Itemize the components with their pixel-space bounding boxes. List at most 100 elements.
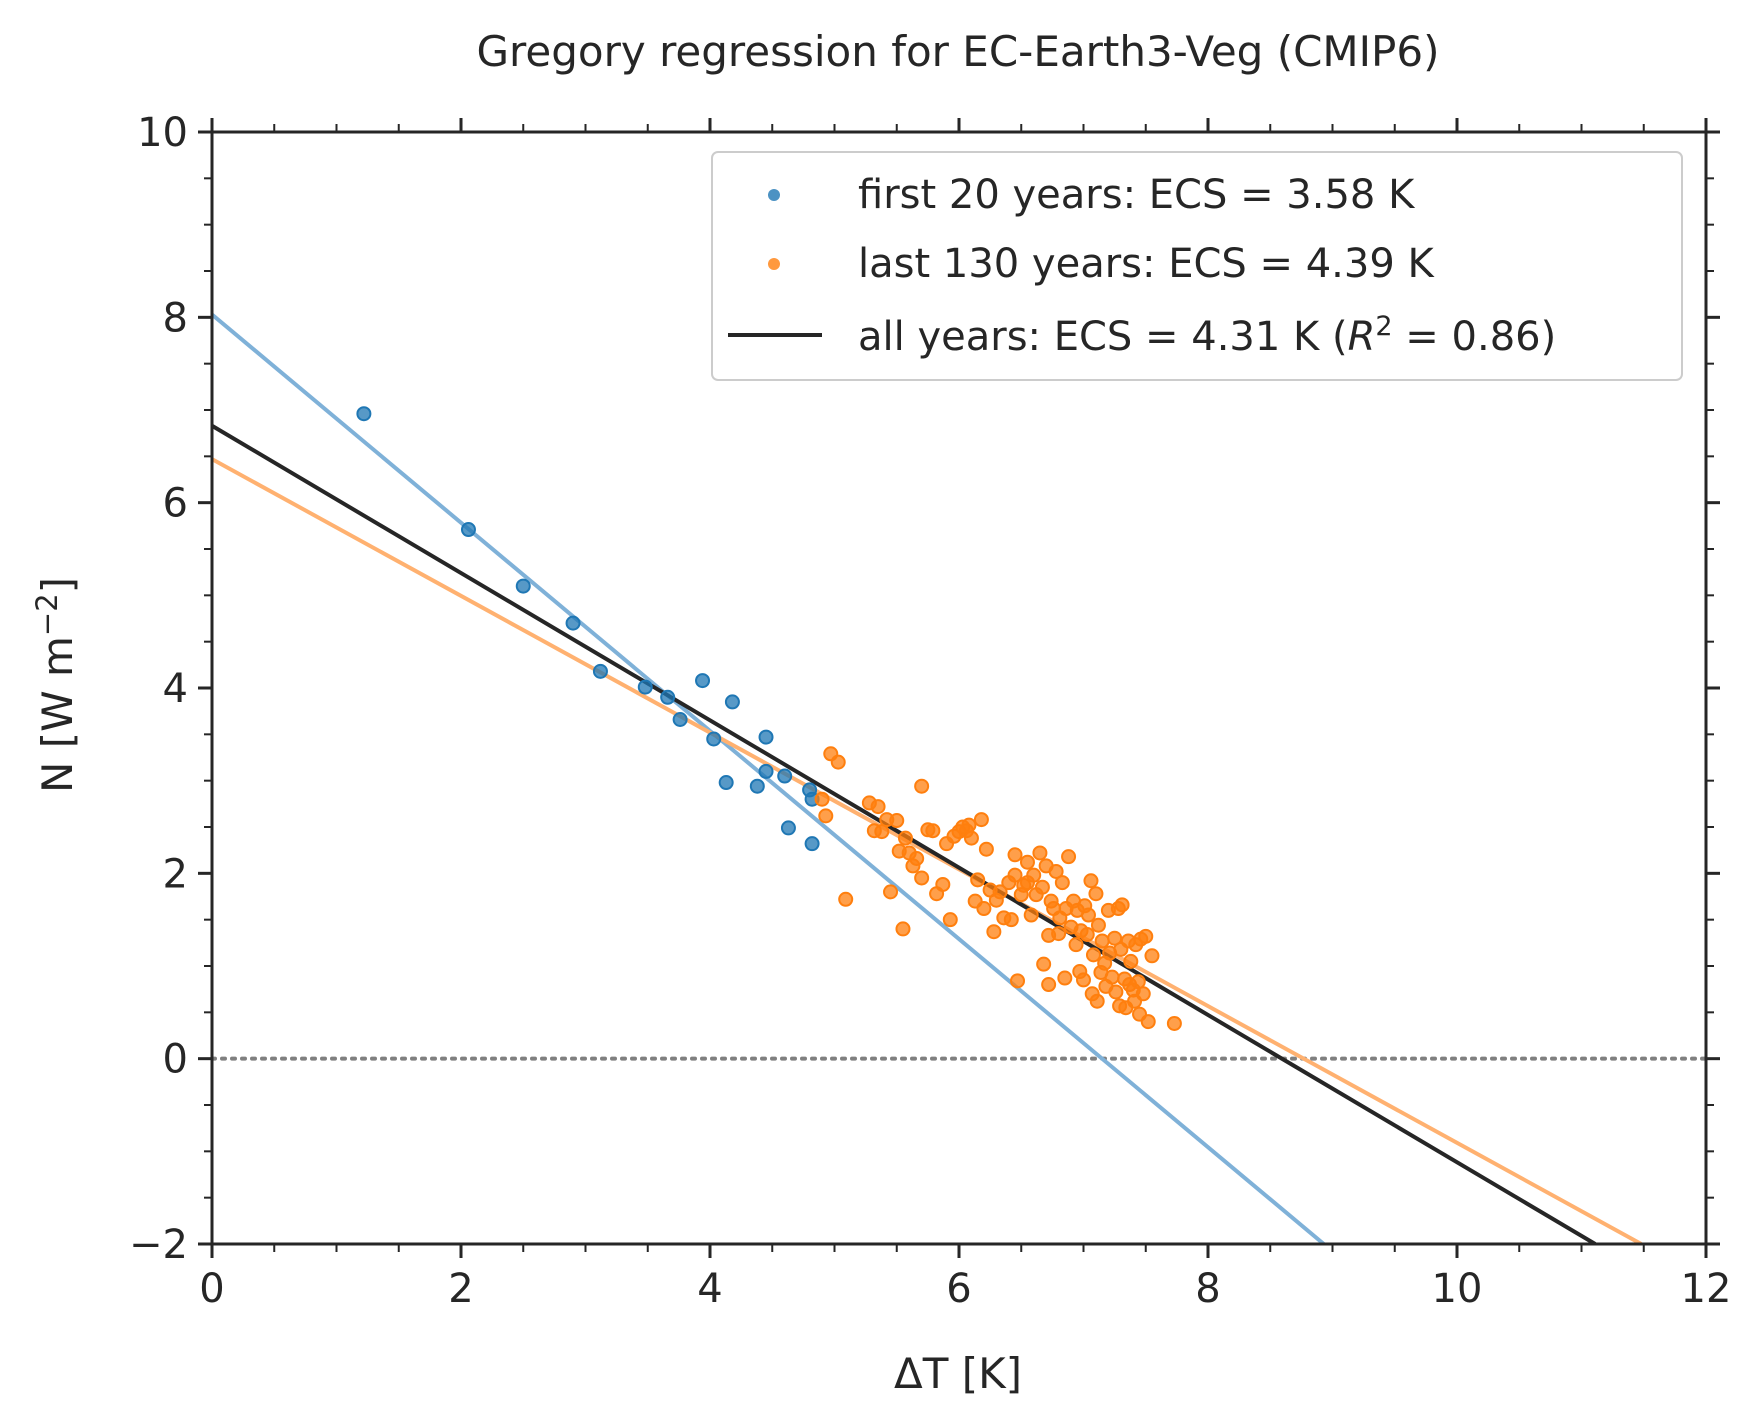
x-axis-label: ΔT [K] xyxy=(894,1349,1022,1398)
point-last-130-13 xyxy=(895,921,911,937)
point-last-130-55 xyxy=(1034,879,1050,895)
y-tick-label: 10 xyxy=(137,110,188,156)
point-first-20-10 xyxy=(718,775,734,791)
point-last-130-33 xyxy=(970,872,986,888)
legend-label-first-20: first 20 years: ECS = 3.58 K xyxy=(858,172,1416,218)
point-last-130-4 xyxy=(838,891,854,907)
legend-label-all-years-sup: 2 xyxy=(1375,311,1392,342)
point-last-130-21 xyxy=(925,823,941,839)
point-last-130-44 xyxy=(1007,847,1023,863)
point-last-130-11 xyxy=(889,813,905,829)
x-tick-label: 12 xyxy=(1681,1266,1732,1312)
point-first-20-6 xyxy=(660,689,676,705)
point-last-130-110 xyxy=(1138,928,1154,944)
legend-entry-last-130: last 130 years: ECS = 4.39 K xyxy=(768,241,1436,287)
y-tick-label: 6 xyxy=(163,481,188,527)
point-last-130-31 xyxy=(963,830,979,846)
point-last-130-49 xyxy=(1019,854,1035,870)
point-last-130-86 xyxy=(1094,933,1110,949)
legend-label-all-years-math: R xyxy=(1348,314,1376,360)
point-first-20-8 xyxy=(695,673,711,689)
point-last-130-8 xyxy=(874,824,890,840)
point-last-130-63 xyxy=(1051,926,1067,942)
legend-label-all-years: all years: ECS = 4.31 K (R2 = 0.86) xyxy=(858,311,1556,360)
point-last-130-97 xyxy=(1114,897,1130,913)
x-tick-label: 6 xyxy=(946,1266,971,1312)
legend-marker-first-20 xyxy=(768,189,780,201)
point-last-130-84 xyxy=(1090,917,1106,933)
point-last-130-91 xyxy=(1104,969,1120,985)
point-last-130-38 xyxy=(986,924,1002,940)
point-last-130-17 xyxy=(909,851,925,867)
point-last-130-113 xyxy=(1166,1015,1182,1031)
point-last-130-30 xyxy=(961,817,977,833)
point-last-130-7 xyxy=(870,799,886,815)
legend-label-last-130: last 130 years: ECS = 4.39 K xyxy=(858,241,1436,287)
point-last-130-79 xyxy=(1083,873,1099,889)
point-last-130-111 xyxy=(1140,1014,1156,1030)
point-last-130-106 xyxy=(1130,974,1146,990)
point-first-20-13 xyxy=(758,729,774,745)
point-last-130-25 xyxy=(942,912,958,928)
legend-label-all-years-text: all years: ECS = 4.31 K ( xyxy=(858,314,1348,360)
point-first-20-7 xyxy=(672,712,688,728)
point-last-130-10 xyxy=(883,884,899,900)
point-first-20-16 xyxy=(780,820,796,836)
point-last-130-43 xyxy=(1003,912,1019,928)
chart-title: Gregory regression for EC-Earth3-Veg (CM… xyxy=(477,27,1440,76)
y-tick-label: 0 xyxy=(163,1037,188,1083)
point-last-130-46 xyxy=(1010,973,1026,989)
y-axis-label: N [W m−2] xyxy=(30,577,82,793)
point-first-20-15 xyxy=(777,768,793,784)
point-first-20-3 xyxy=(565,615,581,631)
point-last-130-78 xyxy=(1080,907,1096,923)
point-last-130-54 xyxy=(1032,845,1048,861)
point-first-20-19 xyxy=(804,836,820,852)
point-last-130-65 xyxy=(1054,875,1070,891)
point-first-20-9 xyxy=(706,731,722,747)
scatter-points xyxy=(356,406,1182,1031)
legend-box xyxy=(711,151,1683,381)
point-last-130-51 xyxy=(1023,907,1039,923)
point-last-130-93 xyxy=(1108,984,1124,1000)
point-last-130-81 xyxy=(1085,947,1101,963)
point-last-130-92 xyxy=(1107,930,1123,946)
point-first-20-14 xyxy=(758,763,774,779)
point-last-130-3 xyxy=(830,754,846,770)
point-last-130-14 xyxy=(897,830,913,846)
regression-line-first-20 xyxy=(212,313,1326,1244)
point-last-130-34 xyxy=(973,812,989,828)
point-last-130-23 xyxy=(935,876,951,892)
point-first-20-4 xyxy=(592,663,608,679)
point-first-20-12 xyxy=(749,778,765,794)
point-last-130-36 xyxy=(978,841,994,857)
y-axis-label-main: N [W m xyxy=(33,636,82,793)
point-last-130-52 xyxy=(1026,867,1042,883)
point-last-130-0 xyxy=(814,791,830,807)
point-last-130-45 xyxy=(1007,867,1023,883)
axis-ticks xyxy=(198,118,1720,1258)
legend-marker-last-130 xyxy=(768,258,780,270)
point-last-130-1 xyxy=(818,808,834,824)
x-tick-label: 4 xyxy=(697,1266,722,1312)
point-last-130-62 xyxy=(1048,863,1064,879)
y-tick-label: 8 xyxy=(163,295,188,341)
point-last-130-35 xyxy=(976,901,992,917)
legend: first 20 years: ECS = 3.58 K last 130 ye… xyxy=(711,151,1683,381)
legend-entry-first-20: first 20 years: ECS = 3.58 K xyxy=(768,172,1416,218)
point-last-130-19 xyxy=(914,870,930,886)
y-tick-label: −2 xyxy=(129,1222,188,1268)
point-first-20-1 xyxy=(460,522,476,538)
x-tick-label: 2 xyxy=(448,1266,473,1312)
point-last-130-66 xyxy=(1057,970,1073,986)
y-tick-label: 2 xyxy=(163,851,188,897)
regression-line-last-130 xyxy=(212,457,1643,1244)
point-last-130-56 xyxy=(1036,956,1052,972)
point-last-130-40 xyxy=(992,884,1008,900)
point-first-20-11 xyxy=(724,694,740,710)
point-first-20-0 xyxy=(356,406,372,422)
x-tick-label: 0 xyxy=(199,1266,224,1312)
x-tick-label: 8 xyxy=(1195,1266,1220,1312)
